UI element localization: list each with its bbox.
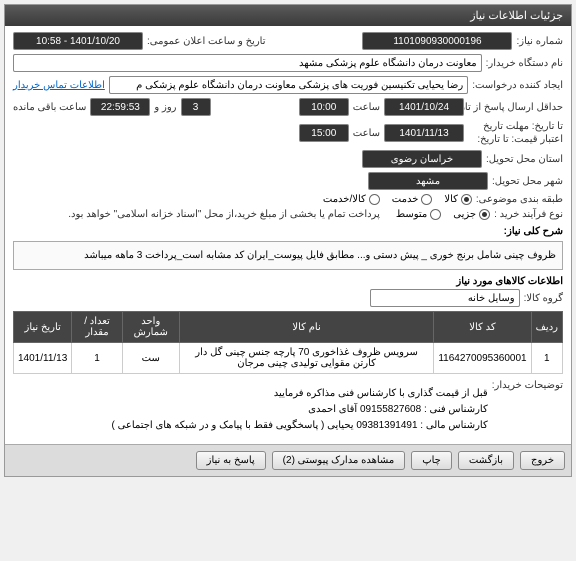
table-header: تاریخ نیاز — [14, 312, 72, 343]
buyer-notes-label: توضیحات خریدار: — [492, 380, 563, 391]
day-label: روز و — [154, 102, 176, 113]
goods-group-label: گروه کالا: — [524, 293, 563, 304]
deadline-label: حداقل ارسال پاسخ از تاریخ: — [468, 102, 563, 113]
table-header: کد کالا — [434, 312, 531, 343]
buyer-org-label: نام دستگاه خریدار: — [486, 58, 563, 69]
desc-title: شرح کلی نیاز: — [13, 226, 563, 237]
reply-button[interactable]: پاسخ به نیاز — [196, 451, 266, 470]
deadline-date: 1401/10/24 — [384, 98, 464, 116]
goods-group-value: وسایل خانه — [370, 289, 520, 307]
attachments-button[interactable]: مشاهده مدارک پیوستی (2) — [272, 451, 406, 470]
radio-label: خدمت — [392, 194, 419, 205]
buy-type-radios: جزیی متوسط — [396, 209, 490, 220]
need-no-label: شماره نیاز: — [516, 36, 563, 47]
radio-option[interactable]: متوسط — [396, 209, 441, 220]
province-value: خراسان رضوی — [362, 150, 482, 168]
table-cell: سرویس ظروف غذاخوری 70 پارچه جنس چینی گل … — [179, 343, 433, 374]
announce-dt-value: 1401/10/20 - 10:58 — [13, 32, 143, 50]
radio-label: متوسط — [396, 209, 427, 220]
radio-option[interactable]: کالا — [444, 194, 472, 205]
table-header: تعداد / مقدار — [72, 312, 122, 343]
radio-dot-icon — [369, 194, 380, 205]
city-label: شهر محل تحویل: — [492, 176, 563, 187]
creator-value: رضا یحیایی تکنیسین فوریت های پزشکی معاون… — [109, 76, 468, 94]
goods-info-title: اطلاعات کالاهای مورد نیاز — [13, 276, 563, 287]
city-value: مشهد — [368, 172, 488, 190]
radio-dot-icon — [421, 194, 432, 205]
radio-label: کالا — [444, 194, 458, 205]
radio-dot-icon — [461, 194, 472, 205]
description-box: ظروف چینی شامل برنج خوری _ پیش دستی و...… — [13, 241, 563, 270]
table-header: ردیف — [531, 312, 562, 343]
creator-label: ایجاد کننده درخواست: — [472, 80, 563, 91]
category-label: طبقه بندی موضوعی: — [476, 194, 563, 205]
table-cell: 1164270095360001 — [434, 343, 531, 374]
action-bar: پاسخ به نیاز مشاهده مدارک پیوستی (2) چاپ… — [5, 444, 571, 476]
exit-button[interactable]: خروج — [520, 451, 565, 470]
deadline-time: 10:00 — [299, 98, 349, 116]
time-label-1: ساعت — [353, 102, 380, 113]
remaining-label: ساعت باقی مانده — [13, 102, 86, 113]
table-header: واحد شمارش — [122, 312, 179, 343]
table-cell: ست — [122, 343, 179, 374]
hours-left: 22:59:53 — [90, 98, 150, 116]
buy-type-label: نوع فرآیند خرید : — [494, 209, 563, 220]
radio-label: جزیی — [453, 209, 476, 220]
validity-date: 1401/11/13 — [384, 124, 464, 142]
validity-time: 15:00 — [299, 124, 349, 142]
radio-option[interactable]: کالا/خدمت — [323, 194, 380, 205]
table-cell: 1401/11/13 — [14, 343, 72, 374]
table-row: 11164270095360001سرویس ظروف غذاخوری 70 پ… — [14, 343, 563, 374]
table-cell: 1 — [531, 343, 562, 374]
table-cell: 1 — [72, 343, 122, 374]
days-left: 3 — [181, 98, 211, 116]
buyer-notes-text: قبل از قیمت گذاری با کارشناس فنی مذاکره … — [111, 386, 487, 434]
radio-dot-icon — [430, 209, 441, 220]
province-label: استان محل تحویل: — [486, 154, 563, 165]
radio-option[interactable]: خدمت — [392, 194, 433, 205]
goods-table: ردیفکد کالانام کالاواحد شمارشتعداد / مقد… — [13, 311, 563, 374]
buy-type-note: پرداخت تمام یا بخشی از مبلغ خرید،از محل … — [68, 209, 380, 220]
close-button[interactable]: بازگشت — [458, 451, 514, 470]
time-label-2: ساعت — [353, 128, 380, 139]
announce-dt-label: تاریخ و ساعت اعلان عمومی: — [147, 36, 266, 47]
radio-label: کالا/خدمت — [323, 194, 366, 205]
buyer-org-value: معاونت درمان دانشگاه علوم پزشکی مشهد — [13, 54, 482, 72]
contact-info-link[interactable]: اطلاعات تماس خریدار — [13, 80, 105, 91]
table-header: نام کالا — [179, 312, 433, 343]
radio-option[interactable]: جزیی — [453, 209, 490, 220]
need-no-value: 1101090930000196 — [362, 32, 512, 50]
category-radios: کالا خدمت کالا/خدمت — [323, 194, 472, 205]
panel-title: جزئیات اطلاعات نیاز — [5, 5, 571, 26]
radio-dot-icon — [479, 209, 490, 220]
print-button[interactable]: چاپ — [411, 451, 452, 470]
validity-label: تا تاریخ: مهلت تاریخ اعتبار قیمت: تا تار… — [468, 120, 563, 146]
